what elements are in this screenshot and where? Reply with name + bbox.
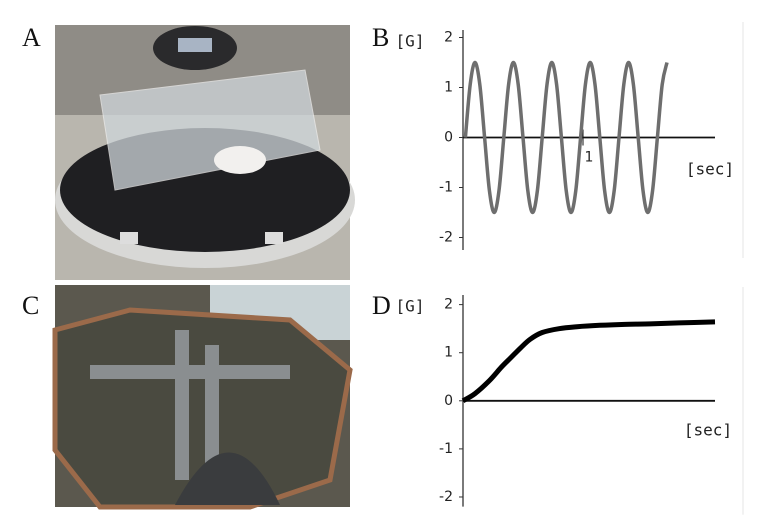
y-tick-label: -2 bbox=[439, 489, 453, 505]
photo-c bbox=[52, 285, 353, 510]
data-line bbox=[463, 60, 669, 215]
panel-label: B bbox=[372, 23, 389, 52]
y-axis-label: [G] bbox=[396, 297, 425, 316]
data-line bbox=[461, 319, 716, 403]
y-tick-label: 2 bbox=[444, 30, 453, 46]
y-tick-label: 1 bbox=[444, 80, 453, 96]
y-tick-label: -1 bbox=[439, 441, 453, 457]
y-tick-label: 0 bbox=[444, 130, 453, 146]
x-tick-label: 1 bbox=[585, 150, 594, 166]
y-tick-label: 2 bbox=[444, 297, 453, 313]
y-tick-label: 1 bbox=[444, 345, 453, 361]
y-tick-label: -2 bbox=[439, 230, 453, 246]
x-axis-label: [sec] bbox=[686, 160, 734, 179]
y-axis-label: [G] bbox=[396, 32, 425, 51]
panel-label: D bbox=[372, 291, 391, 320]
x-axis-label: [sec] bbox=[684, 421, 732, 440]
y-tick-label: -1 bbox=[439, 180, 453, 196]
photo-a bbox=[55, 25, 355, 280]
y-tick-label: 0 bbox=[444, 393, 453, 409]
panel-label: C bbox=[22, 291, 39, 320]
panel-label: A bbox=[22, 23, 41, 52]
